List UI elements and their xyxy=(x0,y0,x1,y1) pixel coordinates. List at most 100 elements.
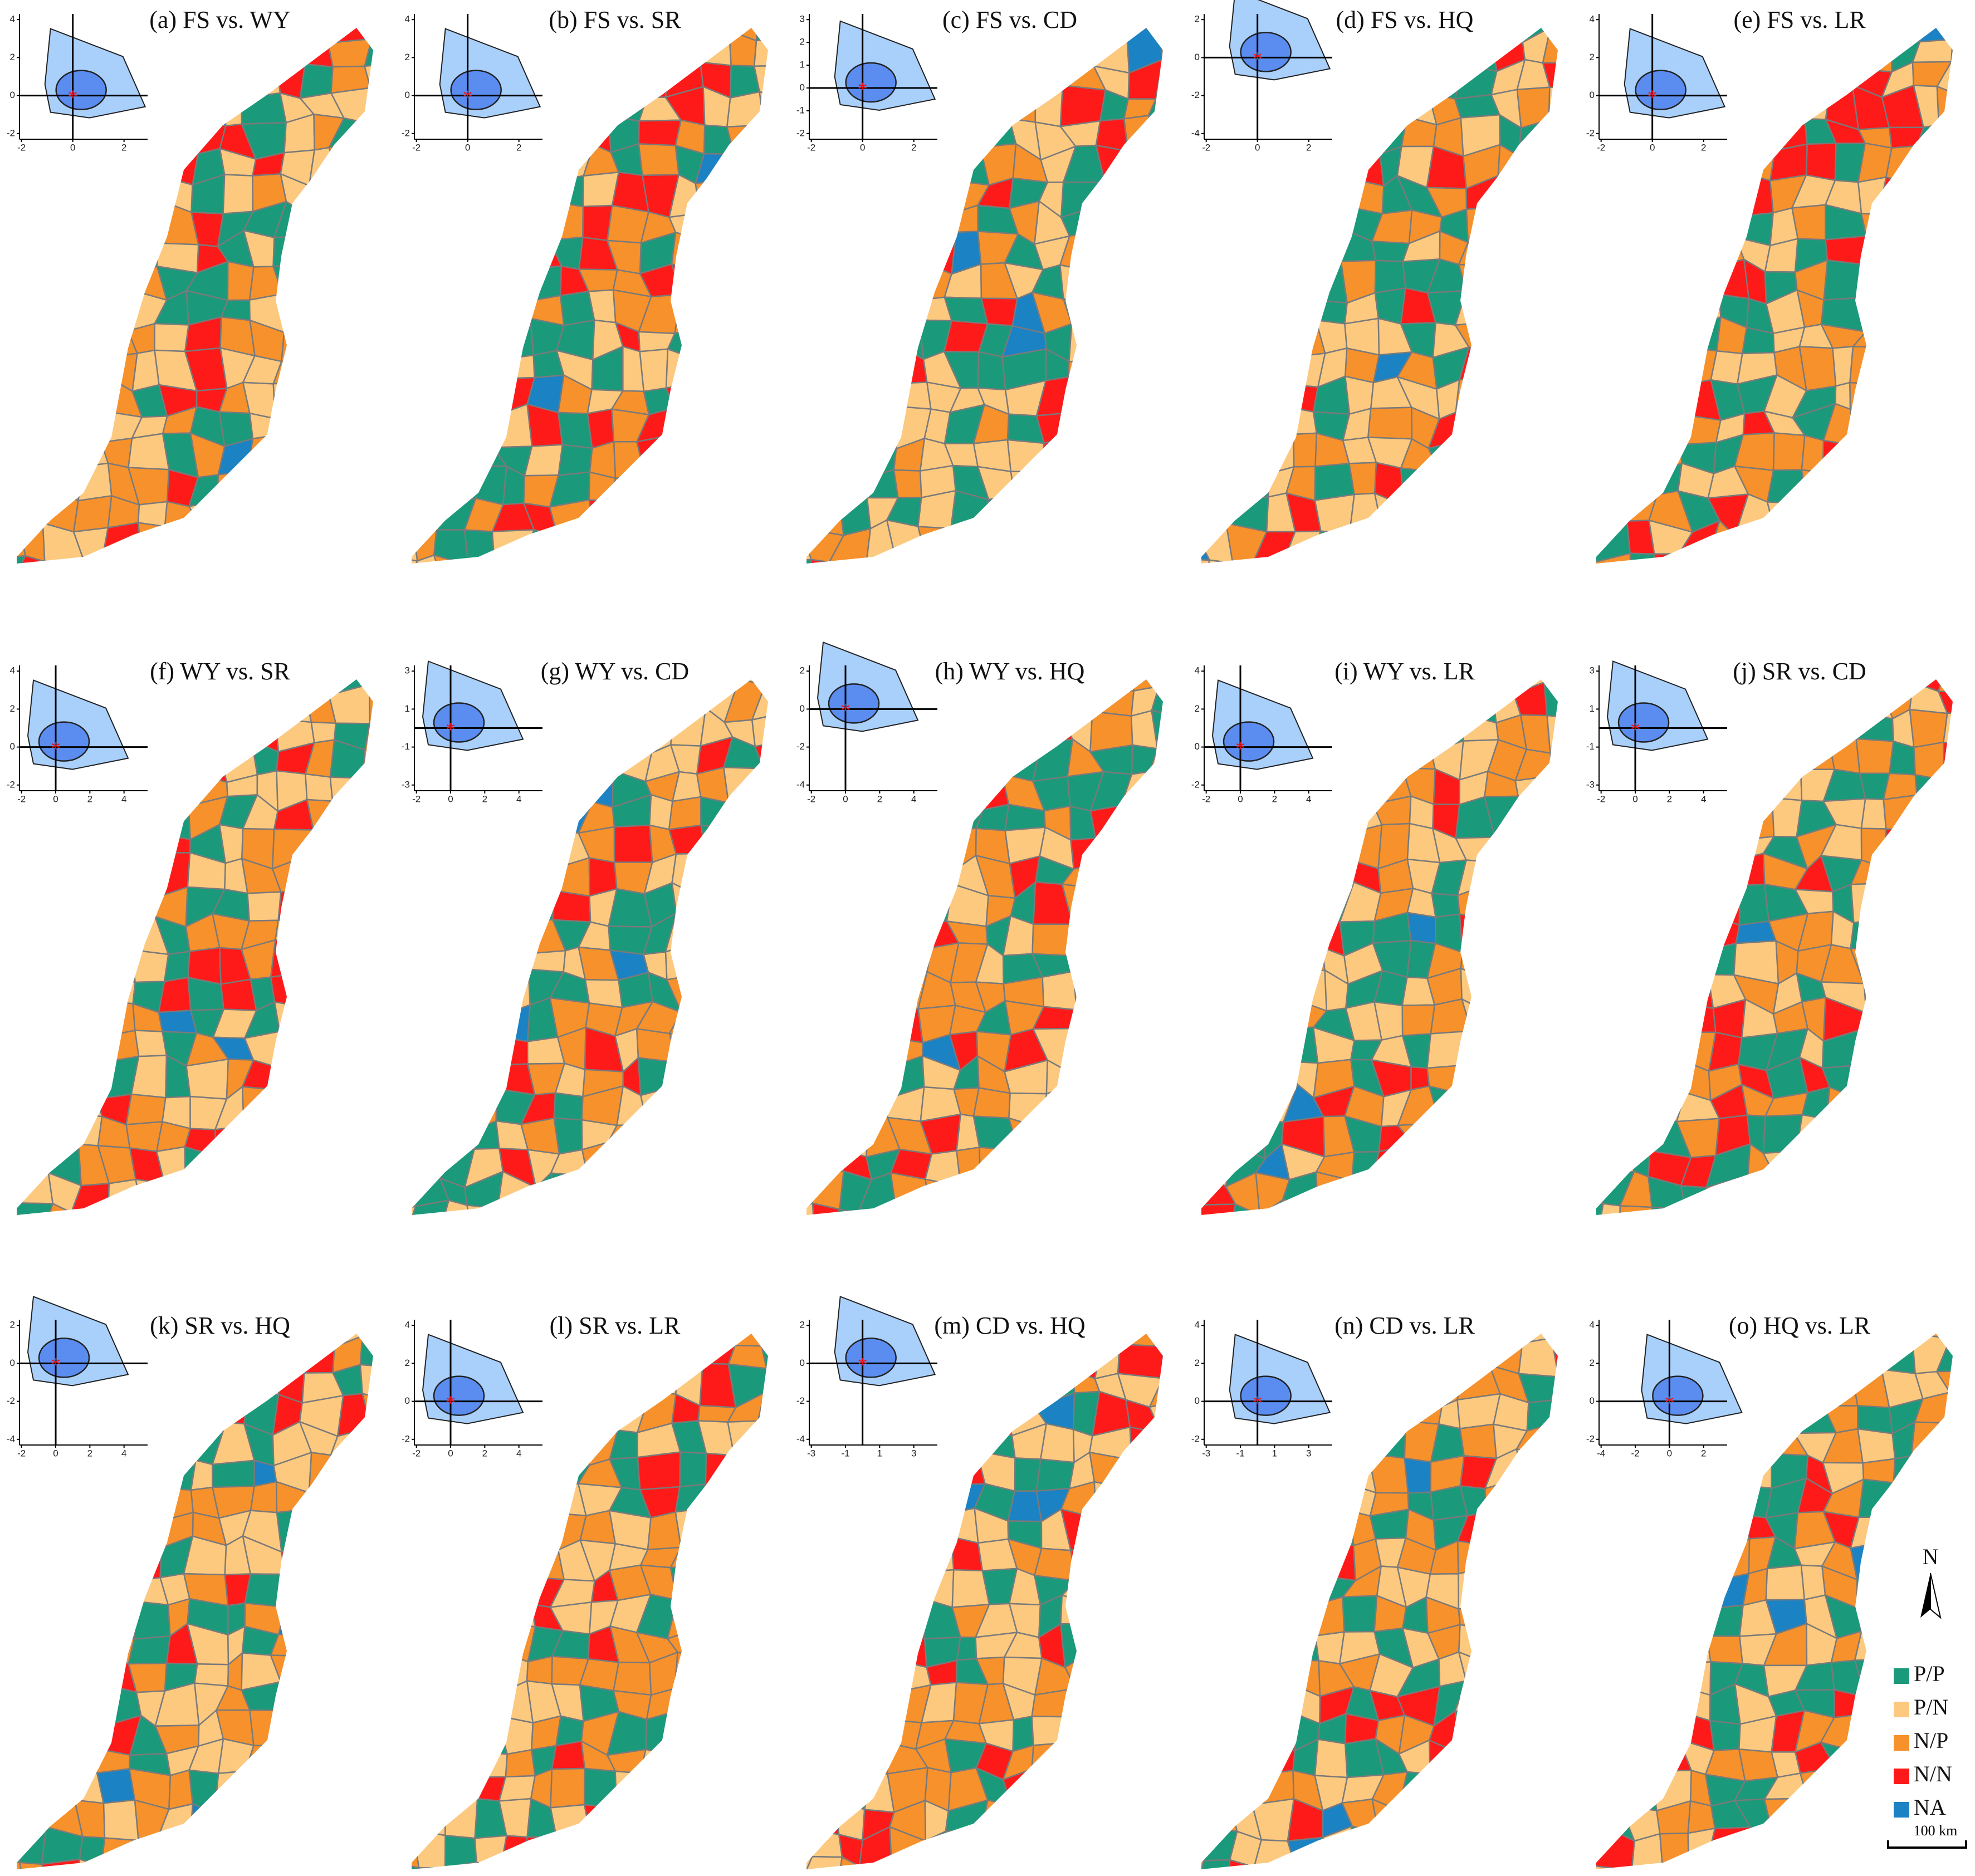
region xyxy=(790,829,822,866)
region xyxy=(1519,1654,1557,1694)
region xyxy=(1682,1536,1720,1582)
region xyxy=(1798,520,1833,554)
region xyxy=(1596,1027,1628,1065)
region xyxy=(137,1390,164,1433)
region xyxy=(1072,923,1097,957)
region xyxy=(806,317,845,356)
region xyxy=(309,971,343,1010)
region xyxy=(1822,679,1855,724)
region xyxy=(1596,1865,1634,1869)
region xyxy=(1201,1036,1210,1072)
region xyxy=(774,0,808,12)
region xyxy=(378,1626,411,1663)
region xyxy=(896,557,927,564)
region xyxy=(1939,1059,1953,1088)
region xyxy=(415,28,443,40)
region xyxy=(695,1181,739,1212)
region xyxy=(1627,324,1663,360)
region xyxy=(1596,1174,1604,1205)
region xyxy=(102,1799,140,1841)
region xyxy=(397,209,427,242)
region xyxy=(1202,28,1233,40)
region xyxy=(1069,1544,1097,1582)
region xyxy=(925,175,951,215)
region xyxy=(1596,1334,1600,1379)
region xyxy=(1517,155,1554,175)
region xyxy=(412,826,447,866)
region xyxy=(1201,1680,1231,1727)
region xyxy=(1171,1770,1200,1807)
region xyxy=(1260,177,1296,211)
region xyxy=(446,1085,479,1130)
inner-hull xyxy=(55,70,107,110)
region xyxy=(702,0,739,5)
region xyxy=(765,1715,768,1746)
region xyxy=(1458,1116,1493,1152)
region xyxy=(272,1745,304,1777)
region xyxy=(79,1713,112,1750)
region xyxy=(921,685,952,722)
region xyxy=(72,322,110,359)
region xyxy=(330,1450,367,1488)
region xyxy=(774,1062,802,1093)
region xyxy=(868,914,892,942)
region xyxy=(1232,1032,1263,1070)
region xyxy=(1969,242,1975,276)
region xyxy=(1549,1117,1558,1153)
region xyxy=(1231,177,1265,213)
region xyxy=(976,1367,1009,1407)
region xyxy=(1622,623,1653,662)
region xyxy=(356,1739,373,1782)
region xyxy=(1597,1572,1624,1604)
region xyxy=(1544,1627,1558,1666)
region xyxy=(529,67,564,95)
region xyxy=(806,174,833,215)
region xyxy=(1209,150,1239,189)
region xyxy=(693,914,735,954)
region xyxy=(101,1600,138,1640)
region xyxy=(412,490,413,531)
region xyxy=(1568,621,1605,659)
region xyxy=(1310,682,1356,726)
region xyxy=(1880,230,1924,269)
region xyxy=(1620,1723,1664,1748)
region xyxy=(1367,1420,1407,1459)
region xyxy=(954,28,983,67)
region xyxy=(1882,968,1909,1015)
region xyxy=(833,1427,874,1466)
region xyxy=(466,973,508,1014)
region xyxy=(1766,469,1807,504)
region xyxy=(217,1207,254,1215)
region xyxy=(762,767,768,812)
region xyxy=(1225,969,1268,1014)
region xyxy=(189,554,230,564)
region xyxy=(1768,1393,1802,1434)
region xyxy=(1550,1375,1558,1401)
region xyxy=(68,263,107,301)
region xyxy=(1009,28,1040,68)
region xyxy=(790,854,822,895)
region xyxy=(1014,1864,1045,1869)
region xyxy=(1862,259,1896,305)
region xyxy=(1768,1856,1800,1869)
region xyxy=(1888,126,1925,149)
region xyxy=(1459,913,1500,956)
region xyxy=(1293,1862,1328,1869)
region xyxy=(17,523,27,561)
region xyxy=(286,1060,311,1092)
inner-hull xyxy=(450,70,502,110)
region xyxy=(37,211,76,247)
region xyxy=(1059,1172,1096,1215)
region xyxy=(1972,855,1975,892)
region xyxy=(1706,1635,1744,1664)
region xyxy=(104,854,140,895)
region xyxy=(752,352,768,390)
region xyxy=(694,270,733,303)
region xyxy=(1490,28,1524,43)
region xyxy=(1123,493,1163,533)
y-tick-label: 4 xyxy=(1590,14,1595,25)
region xyxy=(343,491,373,535)
region xyxy=(806,1855,814,1869)
region xyxy=(412,1572,443,1599)
region xyxy=(1157,679,1163,688)
